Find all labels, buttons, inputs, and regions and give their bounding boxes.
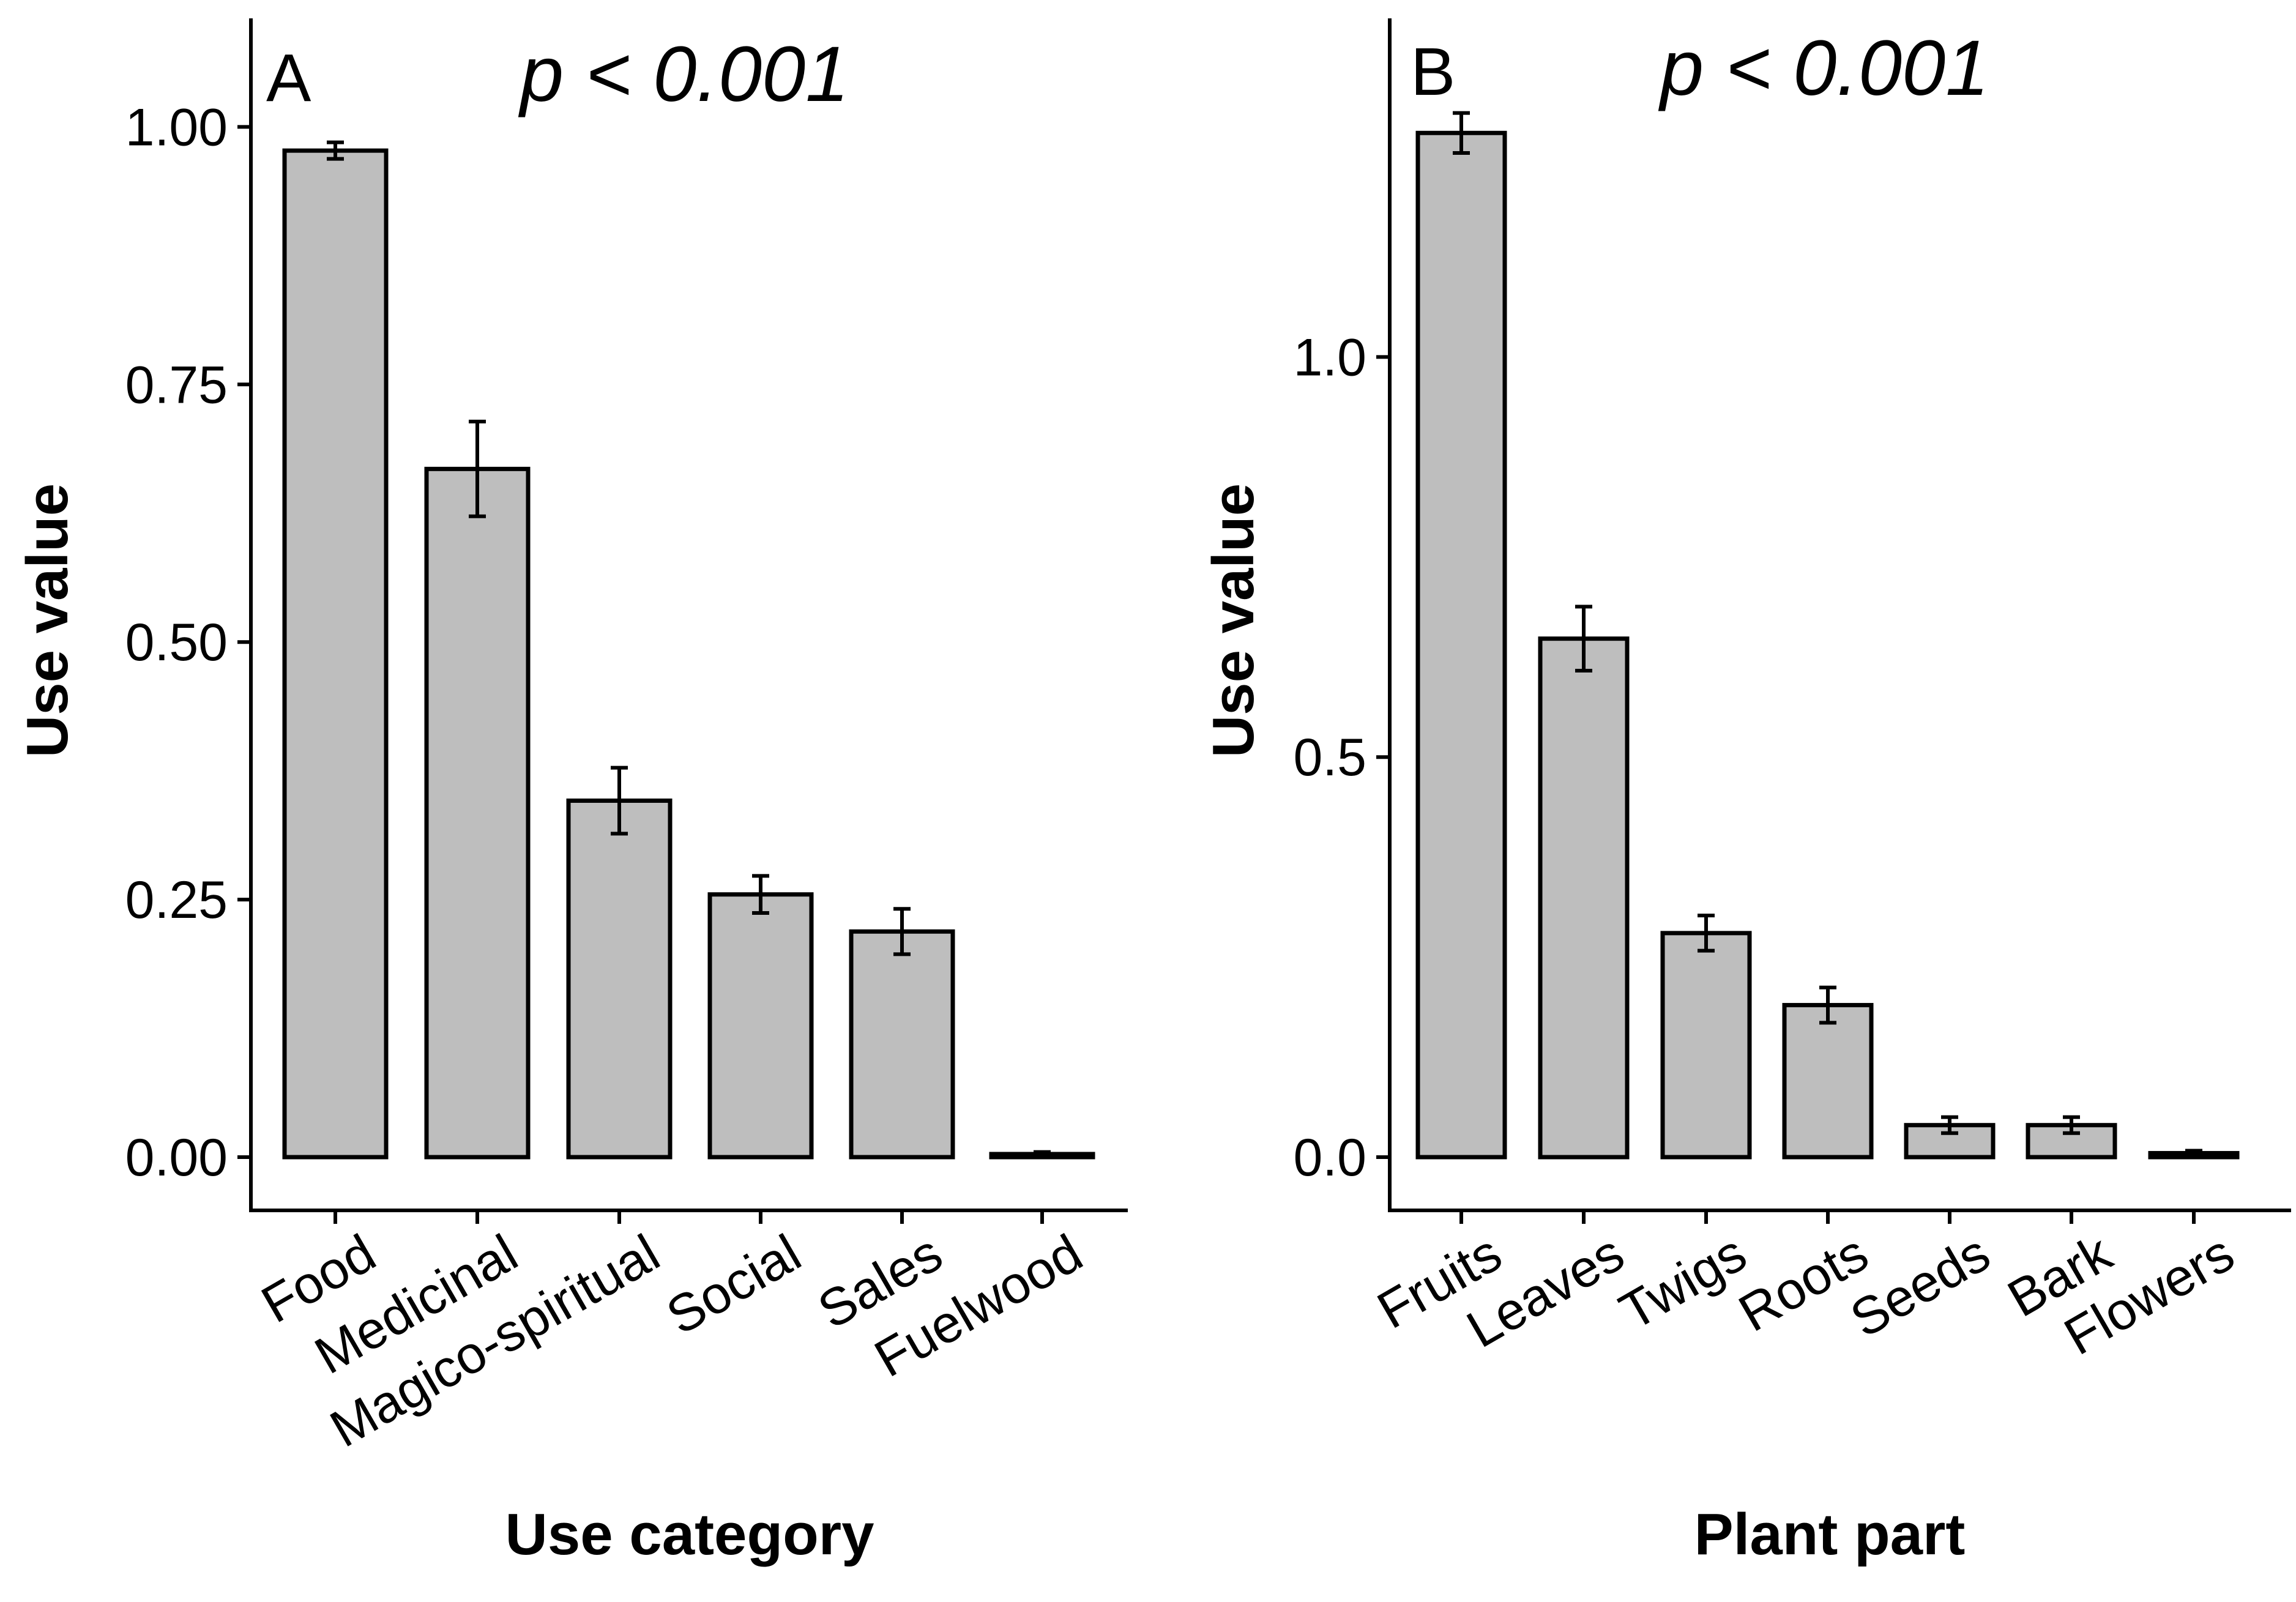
x-tick-label: Social: [657, 1223, 811, 1346]
error-bar: [2185, 1149, 2202, 1158]
p-value-annotation: p < 0.001: [1658, 24, 1989, 112]
error-bar: [469, 419, 486, 518]
x-tick-label: Roots: [1729, 1223, 1878, 1343]
bar-sales: [849, 929, 955, 1160]
error-bar: [1941, 1115, 1958, 1135]
x-axis-title: Plant part: [1694, 1502, 1966, 1567]
error-bar: [611, 766, 628, 836]
error-bar: [1034, 1150, 1051, 1158]
p-value-annotation: p < 0.001: [518, 31, 849, 118]
x-tick-label: Twigs: [1610, 1223, 1756, 1341]
bar-roots: [1782, 1003, 1874, 1160]
bar-fruits: [1415, 130, 1507, 1160]
x-axis-title: Use category: [505, 1502, 874, 1567]
y-tick-label: 0.5: [1293, 728, 1366, 787]
y-tick-label: 1.0: [1293, 328, 1366, 387]
panel-letter: B: [1411, 34, 1455, 110]
bar-food: [282, 148, 389, 1160]
error-bar: [752, 874, 769, 915]
panel-letter: A: [266, 40, 311, 116]
bar-twigs: [1660, 931, 1752, 1160]
error-bar: [1698, 914, 1715, 953]
bar-medicinal: [424, 466, 531, 1160]
y-tick-label: 0.25: [125, 871, 228, 930]
bar-leaves: [1538, 636, 1630, 1160]
y-tick-label: 1.00: [125, 98, 228, 157]
y-axis-title: Use value: [15, 483, 80, 758]
panel-b: 0.00.51.0FruitsLeavesTwigsRootsSeedsBark…: [1201, 18, 2291, 1567]
bar-social: [707, 892, 814, 1160]
error-bar: [1453, 111, 1470, 155]
error-bar: [893, 907, 911, 956]
bar-magico-spiritual: [566, 798, 673, 1160]
x-tick-label: Seeds: [1841, 1223, 1999, 1349]
y-axis-title: Use value: [1201, 483, 1266, 758]
panel-a: 0.000.250.500.751.00FoodMedicinalMagico-…: [15, 18, 1128, 1567]
y-tick-label: 0.50: [125, 613, 228, 672]
error-bar: [1819, 985, 1836, 1025]
y-tick-label: 0.00: [125, 1128, 228, 1187]
error-bar: [1575, 605, 1592, 672]
y-tick-label: 0.75: [125, 356, 228, 414]
error-bar: [327, 140, 344, 161]
y-tick-label: 0.0: [1293, 1128, 1366, 1187]
error-bar: [2063, 1115, 2080, 1135]
